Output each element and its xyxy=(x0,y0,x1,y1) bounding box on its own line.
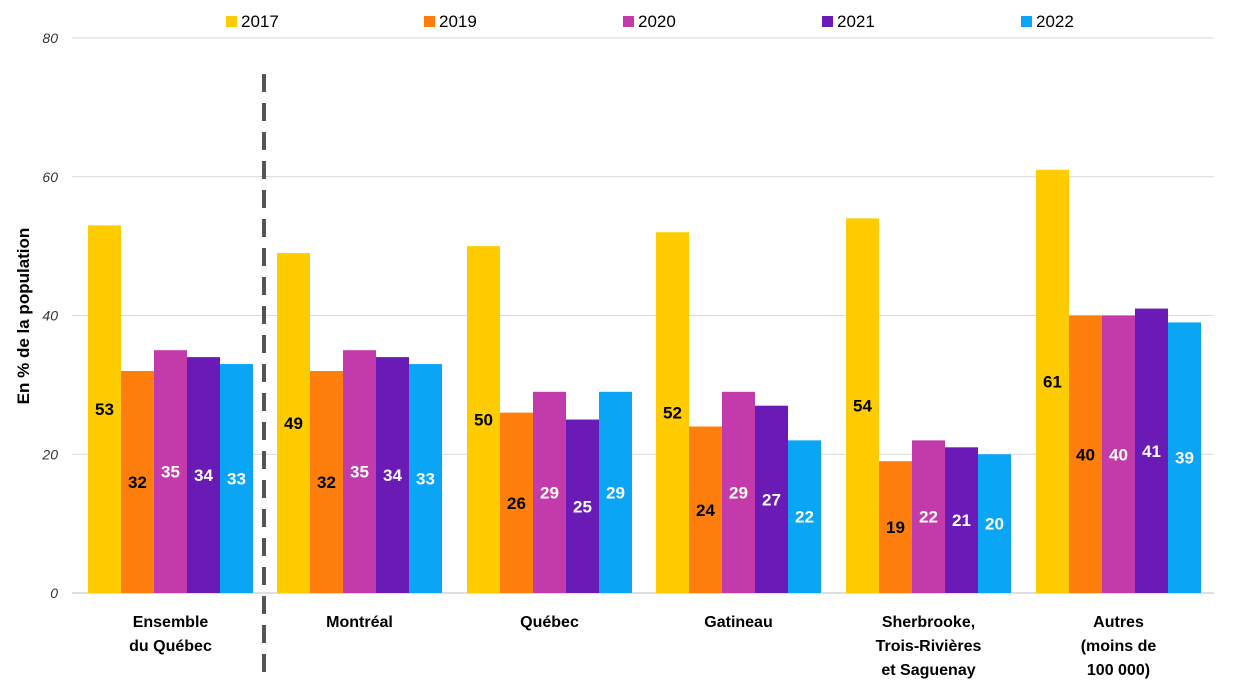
data-label: 24 xyxy=(696,501,715,520)
data-label: 29 xyxy=(606,483,625,502)
data-label: 61 xyxy=(1043,372,1062,391)
category-label: Ensemble xyxy=(133,614,209,631)
category-label: et Saguenay xyxy=(881,662,975,679)
data-label: 32 xyxy=(128,473,147,492)
data-label: 22 xyxy=(919,508,938,527)
gridlines xyxy=(72,37,1214,678)
data-label: 54 xyxy=(853,397,872,416)
bar-2019 xyxy=(879,461,912,593)
legend-label: 2022 xyxy=(1036,12,1074,31)
bar-2017 xyxy=(1036,169,1069,593)
bar-2020 xyxy=(912,440,945,593)
legend-label: 2020 xyxy=(638,12,676,31)
bar-2019 xyxy=(500,412,533,593)
data-label: 22 xyxy=(795,508,814,527)
bar-2021 xyxy=(376,357,409,593)
data-label: 53 xyxy=(95,400,114,419)
data-label: 26 xyxy=(507,494,526,513)
y-tick-label: 0 xyxy=(50,585,58,601)
legend-label: 2021 xyxy=(837,12,875,31)
y-tick-label: 60 xyxy=(42,169,58,185)
bar-2021 xyxy=(755,405,788,593)
category-label: du Québec xyxy=(129,638,212,655)
data-label: 20 xyxy=(985,515,1004,534)
data-label: 39 xyxy=(1175,449,1194,468)
bar-2021 xyxy=(945,447,978,593)
data-label: 49 xyxy=(284,414,303,433)
bar-2017 xyxy=(277,253,310,593)
data-label: 29 xyxy=(540,483,559,502)
bar-2020 xyxy=(533,391,566,593)
bar-2022 xyxy=(788,440,821,593)
data-label: 52 xyxy=(663,404,682,423)
legend: 2017 2019 2020 2021 2022 xyxy=(226,12,1074,31)
y-tick-label: 20 xyxy=(41,446,58,462)
data-label: 33 xyxy=(416,470,435,489)
data-label: 32 xyxy=(317,473,336,492)
bar-2020 xyxy=(1102,315,1135,593)
bar-2022 xyxy=(220,364,253,593)
bar-2020 xyxy=(343,350,376,593)
data-label: 40 xyxy=(1076,445,1095,464)
legend-swatch-2017 xyxy=(226,16,237,27)
legend-label: 2017 xyxy=(241,12,279,31)
category-label: Gatineau xyxy=(704,614,772,631)
data-label: 35 xyxy=(161,463,180,482)
bar-2022 xyxy=(1168,322,1201,593)
data-labels: 53 32 35 34 33 49 32 35 34 33 50 26 29 25 29 52 24 29 27 22… xyxy=(95,372,1194,537)
bars xyxy=(88,169,1201,593)
bar-2017 xyxy=(656,232,689,593)
legend-swatch-2020 xyxy=(623,16,634,27)
y-tick-label: 80 xyxy=(42,30,58,46)
category-label: Québec xyxy=(520,614,579,631)
bar-2021 xyxy=(1135,308,1168,593)
data-label: 25 xyxy=(573,497,592,516)
category-label: (moins de xyxy=(1081,638,1157,655)
legend-swatch-2022 xyxy=(1021,16,1032,27)
data-label: 34 xyxy=(194,466,213,485)
data-label: 34 xyxy=(383,466,402,485)
data-label: 41 xyxy=(1142,442,1161,461)
bar-2021 xyxy=(566,419,599,593)
bar-2019 xyxy=(689,426,722,593)
bar-2022 xyxy=(599,391,632,593)
bar-2019 xyxy=(310,371,343,593)
data-label: 29 xyxy=(729,483,748,502)
bar-2019 xyxy=(121,371,154,593)
data-label: 50 xyxy=(474,411,493,430)
bar-2017 xyxy=(846,218,879,593)
bar-2022 xyxy=(978,454,1011,593)
bar-2017 xyxy=(88,225,121,593)
legend-label: 2019 xyxy=(439,12,477,31)
category-label: Autres xyxy=(1093,614,1144,631)
category-label: 100 000) xyxy=(1087,662,1150,679)
bar-2020 xyxy=(722,391,755,593)
legend-swatch-2021 xyxy=(822,16,833,27)
data-label: 33 xyxy=(227,470,246,489)
category-labels: Ensemble du Québec Montréal Québec Gatineau S… xyxy=(129,614,1156,679)
data-label: 27 xyxy=(762,490,781,509)
category-label: Trois-Rivières xyxy=(876,638,982,655)
legend-swatch-2019 xyxy=(424,16,435,27)
bar-2017 xyxy=(467,246,500,593)
y-tick-label: 40 xyxy=(42,308,58,324)
data-label: 40 xyxy=(1109,445,1128,464)
category-label: Montréal xyxy=(326,614,393,631)
bar-2021 xyxy=(187,357,220,593)
category-label: Sherbrooke, xyxy=(882,614,975,631)
data-label: 21 xyxy=(952,511,971,530)
y-axis-label: En % de la population xyxy=(14,228,33,405)
bar-2020 xyxy=(154,350,187,593)
bar-2019 xyxy=(1069,315,1102,593)
data-label: 35 xyxy=(350,463,369,482)
y-axis-ticks: 0 20 40 60 80 xyxy=(41,30,58,601)
data-label: 19 xyxy=(886,518,905,537)
bar-2022 xyxy=(409,364,442,593)
